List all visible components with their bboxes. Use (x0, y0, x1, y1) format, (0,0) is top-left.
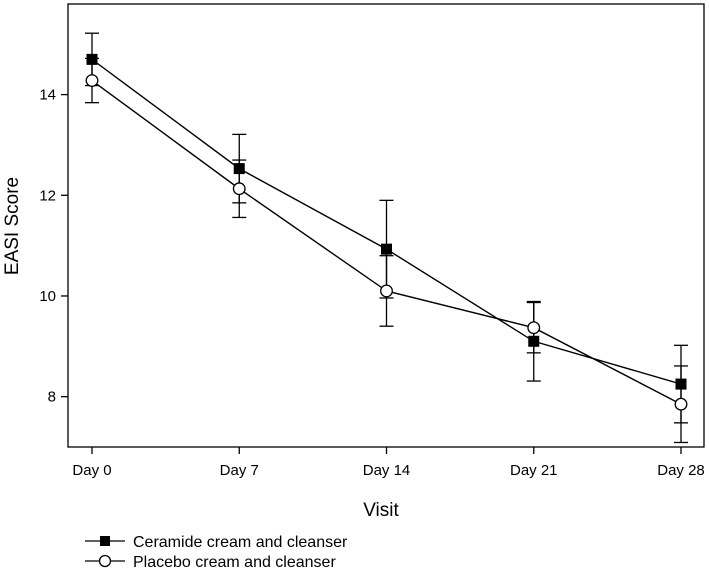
legend-item-ceramide: Ceramide cream and cleanser (85, 534, 348, 551)
data-point-placebo (232, 182, 246, 196)
y-tick-label: 14 (39, 87, 56, 104)
y-tick-label: 10 (39, 288, 56, 305)
x-axis-title: Visit (363, 500, 399, 521)
y-tick-label: 12 (39, 187, 56, 204)
legend-circle-marker-icon (98, 554, 112, 568)
y-tick-label: 8 (48, 389, 56, 406)
x-tick-label: Day 14 (363, 462, 411, 479)
series-layer (85, 32, 688, 444)
data-point-placebo (380, 284, 393, 298)
legend-label-placebo: Placebo cream and cleanser (133, 554, 336, 570)
x-tick-label: Day 21 (510, 462, 558, 479)
x-tick-label: Day 28 (657, 462, 705, 479)
data-point-placebo (527, 321, 541, 335)
series-placebo (85, 57, 688, 444)
legend-item-placebo: Placebo cream and cleanser (85, 554, 336, 570)
legend-square-marker-icon (100, 536, 110, 546)
legend-label-ceramide: Ceramide cream and cleanser (133, 534, 348, 551)
data-point-ceramide (381, 243, 392, 255)
x-axis-ticks: Day 0 Day 7 Day 14 Day 21 Day 28 (72, 447, 705, 479)
y-axis-ticks: 8 10 12 14 (39, 87, 68, 406)
x-tick-label: Day 7 (220, 462, 259, 479)
series-ceramide (85, 32, 688, 424)
data-point-placebo (674, 397, 688, 411)
y-axis-title: EASI Score (2, 177, 23, 275)
legend: Ceramide cream and cleanser Placebo crea… (85, 534, 348, 570)
data-point-placebo (85, 74, 99, 87)
x-tick-label: Day 0 (72, 462, 111, 479)
